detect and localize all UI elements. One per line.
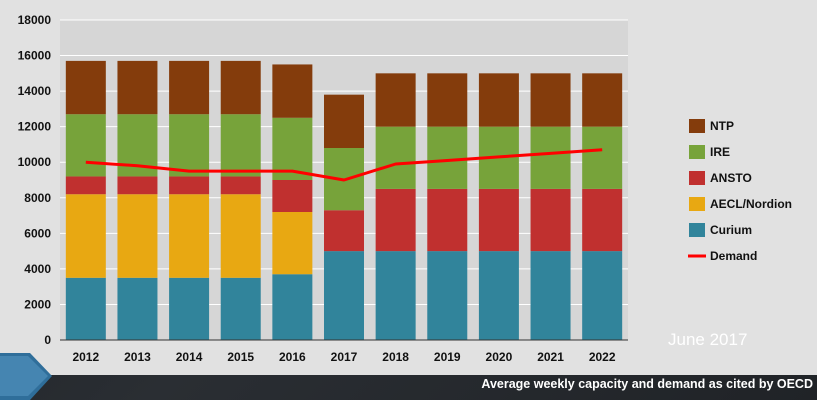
bar-segment <box>582 73 623 127</box>
y-tick-label: 18000 <box>18 13 52 27</box>
bar-segment <box>65 277 106 340</box>
y-tick-label: 4000 <box>24 262 51 276</box>
bar-segment <box>169 194 210 278</box>
bar-segment <box>220 176 261 195</box>
bar-segment <box>478 188 519 252</box>
bar-segment <box>117 277 158 340</box>
y-tick-label: 10000 <box>18 155 52 169</box>
arrow-decoration-highlight <box>0 356 48 396</box>
x-tick-label: 2015 <box>227 350 254 364</box>
y-axis-ticks: 0 2000 4000 6000 8000 10000 12000 14000 16000 180… <box>18 13 52 347</box>
bar-segment <box>117 194 158 278</box>
bar-segment <box>65 60 106 115</box>
legend-label: IRE <box>710 145 730 159</box>
bar-segment <box>169 176 210 195</box>
x-tick-label: 2012 <box>72 350 99 364</box>
x-tick-label: 2021 <box>537 350 564 364</box>
demand-line <box>85 148 603 182</box>
legend-swatch <box>689 223 705 237</box>
y-tick-label: 14000 <box>18 84 52 98</box>
bar-segment <box>65 176 106 195</box>
bar-segment <box>324 94 364 148</box>
legend-swatch <box>689 197 705 211</box>
bar-segment <box>582 126 623 189</box>
x-tick-label: 2019 <box>434 350 461 364</box>
x-tick-label: 2018 <box>382 350 409 364</box>
legend-label: Demand <box>710 249 757 263</box>
bar-segment <box>427 126 468 189</box>
bar-segment <box>375 251 416 340</box>
bar-segment <box>117 60 158 115</box>
bars <box>65 60 623 340</box>
bar-segment <box>272 64 313 118</box>
bar-segment <box>478 251 519 340</box>
bar-segment <box>220 60 261 115</box>
date-note: June 2017 <box>668 330 748 349</box>
bar-segment <box>272 212 313 275</box>
x-tick-label: 2013 <box>124 350 151 364</box>
bar-segment <box>582 188 623 252</box>
x-axis-ticks: 2012 2013 2014 2015 2016 2017 2018 2019 2020 2021… <box>72 350 615 364</box>
bar-segment <box>375 188 416 252</box>
demand-series-line <box>85 148 603 182</box>
bar-segment <box>530 126 571 189</box>
legend: NTP IRE ANSTO AECL/Nordion Curium Demand <box>688 119 792 263</box>
y-tick-label: 0 <box>44 333 51 347</box>
bar-segment <box>220 114 261 177</box>
x-tick-label: 2022 <box>589 350 616 364</box>
bar-segment <box>530 73 571 127</box>
bar-segment <box>375 126 416 189</box>
bar-segment <box>169 277 210 340</box>
x-tick-label: 2014 <box>176 350 203 364</box>
bar-segment <box>530 188 571 252</box>
bar-segment <box>478 73 519 127</box>
bar-segment <box>375 73 416 127</box>
bar-segment <box>530 251 571 340</box>
bar-segment <box>117 176 158 195</box>
bar-segment <box>272 180 313 212</box>
y-tick-label: 2000 <box>24 297 51 311</box>
legend-label: NTP <box>710 119 734 133</box>
legend-label: AECL/Nordion <box>710 197 792 211</box>
x-tick-label: 2020 <box>486 350 513 364</box>
bar-segment <box>65 114 106 177</box>
bar-segment <box>169 114 210 177</box>
legend-swatch <box>689 145 705 159</box>
bar-segment <box>220 277 261 340</box>
bar-segment <box>427 188 468 252</box>
legend-swatch <box>689 119 705 133</box>
bar-segment <box>427 251 468 340</box>
bar-segment <box>169 60 210 115</box>
bar-segment <box>65 194 106 278</box>
bar-segment <box>427 73 468 127</box>
bar-segment <box>324 210 364 252</box>
legend-label: ANSTO <box>710 171 752 185</box>
bar-segment <box>582 251 623 340</box>
chart-caption: Average weekly capacity and demand as ci… <box>481 377 813 391</box>
x-tick-label: 2017 <box>331 350 358 364</box>
bar-segment <box>324 251 364 340</box>
y-tick-label: 12000 <box>18 120 52 134</box>
y-tick-label: 16000 <box>18 49 52 63</box>
legend-swatch <box>689 171 705 185</box>
bar-segment <box>220 194 261 278</box>
y-tick-label: 8000 <box>24 191 51 205</box>
bar-segment <box>272 274 313 340</box>
y-tick-label: 6000 <box>24 226 51 240</box>
legend-label: Curium <box>710 223 752 237</box>
x-tick-label: 2016 <box>279 350 306 364</box>
